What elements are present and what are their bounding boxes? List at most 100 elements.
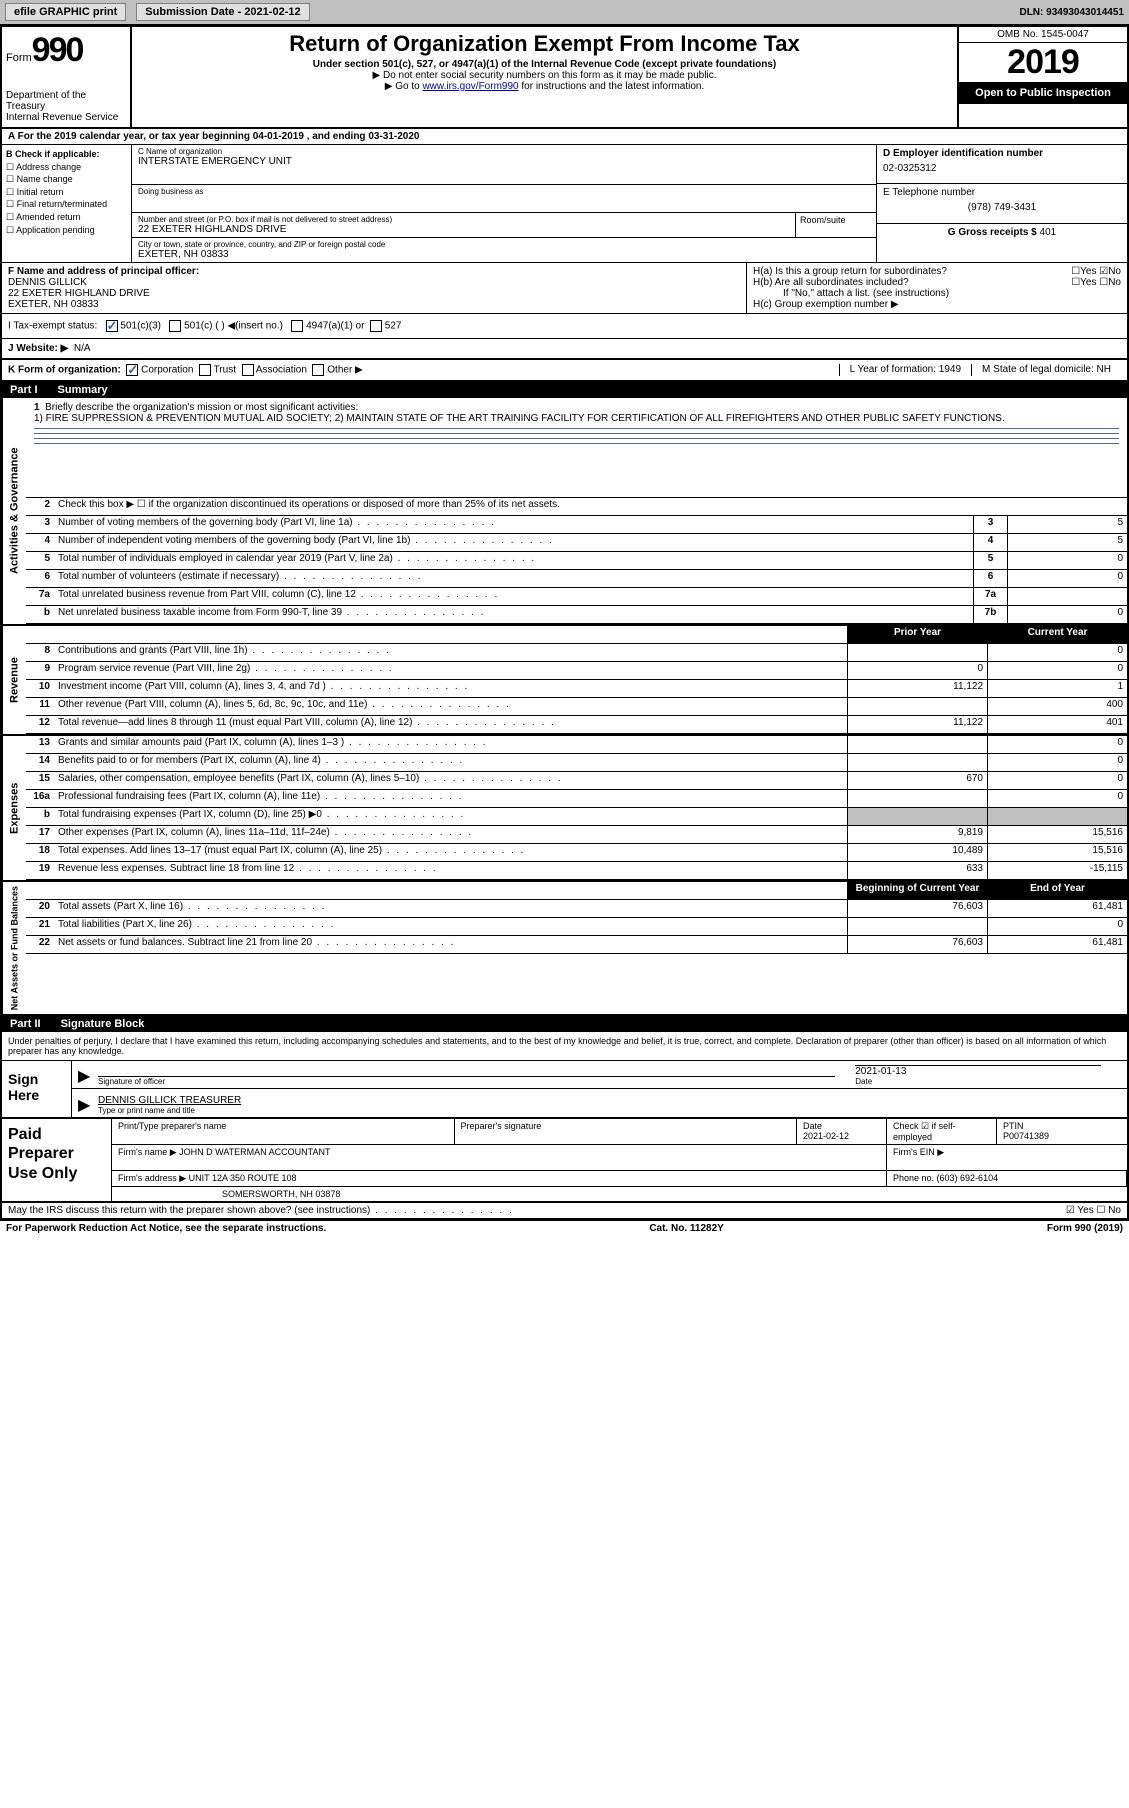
hdr-end-year: End of Year bbox=[987, 882, 1127, 899]
chk-amended-return[interactable]: Amended return bbox=[6, 211, 127, 224]
hdr-prior-year: Prior Year bbox=[847, 626, 987, 643]
preparer-name-label: Print/Type preparer's name bbox=[112, 1119, 455, 1144]
chk-association[interactable] bbox=[242, 364, 254, 376]
chk-501c[interactable] bbox=[169, 320, 181, 332]
net-header-row: Beginning of Current Year End of Year bbox=[26, 882, 1127, 900]
mission-text: 1) FIRE SUPPRESSION & PREVENTION MUTUAL … bbox=[34, 413, 1005, 424]
chk-527[interactable] bbox=[370, 320, 382, 332]
firm-phone: Phone no. (603) 692-6104 bbox=[887, 1171, 1127, 1187]
phone-value: (978) 749-3431 bbox=[883, 202, 1121, 213]
firm-name-label: Firm's name ▶ bbox=[118, 1147, 177, 1157]
revenue-header-row: Prior Year Current Year bbox=[26, 626, 1127, 644]
chk-trust[interactable] bbox=[199, 364, 211, 376]
signature-of-officer[interactable]: Signature of officer bbox=[98, 1076, 835, 1086]
gov-line-7a: 7aTotal unrelated business revenue from … bbox=[26, 588, 1127, 606]
website-label: J Website: ▶ bbox=[8, 343, 68, 354]
revenue-body: Prior Year Current Year 8Contributions a… bbox=[26, 626, 1127, 734]
cat-number: Cat. No. 11282Y bbox=[649, 1223, 723, 1234]
form-header: Form990 Department of the Treasury Inter… bbox=[2, 27, 1127, 129]
efile-button[interactable]: efile GRAPHIC print bbox=[5, 3, 126, 21]
preparer-signature-label: Preparer's signature bbox=[455, 1119, 798, 1144]
block-f-h: F Name and address of principal officer:… bbox=[2, 263, 1127, 314]
section-revenue: Revenue Prior Year Current Year 8Contrib… bbox=[2, 626, 1127, 736]
sign-here-label: Sign Here bbox=[2, 1061, 72, 1117]
form-num-990: 990 bbox=[32, 31, 83, 69]
h-b-row: H(b) Are all subordinates included? ☐Yes… bbox=[753, 277, 1121, 288]
firm-ein: Firm's EIN ▶ bbox=[887, 1145, 1127, 1170]
chk-initial-return[interactable]: Initial return bbox=[6, 186, 127, 199]
form-organization: K Form of organization: Corporation Trus… bbox=[8, 364, 363, 376]
col-h: H(a) Is this a group return for subordin… bbox=[747, 263, 1127, 313]
line-9: 9Program service revenue (Part VIII, lin… bbox=[26, 662, 1127, 680]
header-right: OMB No. 1545-0047 2019 Open to Public In… bbox=[957, 27, 1127, 127]
phone-box: E Telephone number (978) 749-3431 bbox=[877, 184, 1127, 223]
h-b-answer[interactable]: ☐Yes ☐No bbox=[1071, 277, 1121, 288]
tax-exempt-status: I Tax-exempt status: 501(c)(3) 501(c) ( … bbox=[2, 314, 1127, 338]
opt-trust: Trust bbox=[214, 365, 236, 376]
chk-name-change[interactable]: Name change bbox=[6, 173, 127, 186]
form-label: Form bbox=[6, 52, 32, 64]
line-1-briefly: 1 Briefly describe the organization's mi… bbox=[26, 398, 1127, 498]
col-b-checkboxes: B Check if applicable: Address change Na… bbox=[2, 145, 132, 262]
part-2-num: Part II bbox=[10, 1018, 41, 1030]
irs-link[interactable]: www.irs.gov/Form990 bbox=[422, 81, 518, 92]
revenue-lines: 8Contributions and grants (Part VIII, li… bbox=[26, 644, 1127, 734]
col-b-title: B Check if applicable: bbox=[6, 148, 127, 161]
firm-address-1: Firm's address ▶ UNIT 12A 350 ROUTE 108 bbox=[112, 1171, 887, 1187]
chk-501c3[interactable] bbox=[106, 320, 118, 332]
chk-corporation[interactable] bbox=[126, 364, 138, 376]
address-box: Number and street (or P.O. box if mail i… bbox=[132, 213, 796, 237]
year-formation: L Year of formation: 1949 bbox=[839, 364, 971, 376]
section-net-assets: Net Assets or Fund Balances Beginning of… bbox=[2, 882, 1127, 1016]
dept-treasury: Department of the Treasury Internal Reve… bbox=[6, 90, 126, 123]
paid-preparer-fields: Print/Type preparer's name Preparer's si… bbox=[112, 1119, 1127, 1201]
line-18: 18Total expenses. Add lines 13–17 (must … bbox=[26, 844, 1127, 862]
firm-address-value1: UNIT 12A 350 ROUTE 108 bbox=[189, 1173, 297, 1183]
org-name-box: C Name of organization INTERSTATE EMERGE… bbox=[132, 145, 876, 185]
ptin: PTIN P00741389 bbox=[997, 1119, 1127, 1144]
line-1-label: Briefly describe the organization's miss… bbox=[45, 402, 358, 413]
h-a-row: H(a) Is this a group return for subordin… bbox=[753, 266, 1121, 277]
submission-date-button[interactable]: Submission Date - 2021-02-12 bbox=[136, 3, 309, 21]
page-footer: For Paperwork Reduction Act Notice, see … bbox=[0, 1220, 1129, 1236]
self-employed-check[interactable]: Check ☑ if self-employed bbox=[887, 1119, 997, 1144]
dba-box: Doing business as bbox=[132, 185, 876, 213]
opt-501c: 501(c) ( ) ◀(insert no.) bbox=[184, 321, 283, 332]
opt-association: Association bbox=[256, 365, 307, 376]
row-j-website: J Website: ▶ N/A bbox=[2, 339, 1127, 360]
subtitle-3: Go to www.irs.gov/Form990 for instructio… bbox=[140, 81, 949, 92]
line-11: 11Other revenue (Part VIII, column (A), … bbox=[26, 698, 1127, 716]
officer-printed-name: DENNIS GILLICK TREASURER bbox=[98, 1095, 1121, 1106]
col-d-e-g: D Employer identification number 02-0325… bbox=[877, 145, 1127, 262]
chk-4947[interactable] bbox=[291, 320, 303, 332]
opt-527: 527 bbox=[385, 321, 402, 332]
form-990: Form990 Department of the Treasury Inter… bbox=[0, 25, 1129, 1220]
form-version: Form 990 (2019) bbox=[1047, 1223, 1123, 1234]
part-2-header: Part II Signature Block bbox=[2, 1016, 1127, 1032]
chk-final-return[interactable]: Final return/terminated bbox=[6, 198, 127, 211]
officer-label: F Name and address of principal officer: bbox=[8, 266, 740, 277]
h-b-note: If "No," attach a list. (see instruction… bbox=[753, 288, 1121, 299]
org-name: INTERSTATE EMERGENCY UNIT bbox=[138, 156, 870, 167]
discuss-answer[interactable]: ☑ Yes ☐ No bbox=[1066, 1205, 1121, 1216]
address-label: Number and street (or P.O. box if mail i… bbox=[138, 215, 789, 224]
paperwork-notice: For Paperwork Reduction Act Notice, see … bbox=[6, 1223, 326, 1234]
h-a-answer[interactable]: ☐Yes ☑No bbox=[1071, 266, 1121, 277]
line-b: bTotal fundraising expenses (Part IX, co… bbox=[26, 808, 1127, 826]
ein-label: D Employer identification number bbox=[883, 148, 1121, 159]
header-middle: Return of Organization Exempt From Incom… bbox=[132, 27, 957, 127]
arrow-icon: ▶ bbox=[78, 1095, 98, 1115]
omb-number: OMB No. 1545-0047 bbox=[959, 27, 1127, 43]
line-17: 17Other expenses (Part IX, column (A), l… bbox=[26, 826, 1127, 844]
chk-other[interactable] bbox=[312, 364, 324, 376]
section-activities-governance: Activities & Governance 1 Briefly descri… bbox=[2, 398, 1127, 626]
ein-box: D Employer identification number 02-0325… bbox=[877, 145, 1127, 184]
address-value: 22 EXETER HIGHLANDS DRIVE bbox=[138, 224, 789, 235]
date-label: Date bbox=[855, 1077, 872, 1086]
firm-address-label: Firm's address ▶ bbox=[118, 1173, 186, 1183]
line-22: 22Net assets or fund balances. Subtract … bbox=[26, 936, 1127, 954]
firm-name-cell: Firm's name ▶ JOHN D WATERMAN ACCOUNTANT bbox=[112, 1145, 887, 1170]
chk-application-pending[interactable]: Application pending bbox=[6, 224, 127, 237]
chk-address-change[interactable]: Address change bbox=[6, 161, 127, 174]
gov-line-6: 6Total number of volunteers (estimate if… bbox=[26, 570, 1127, 588]
